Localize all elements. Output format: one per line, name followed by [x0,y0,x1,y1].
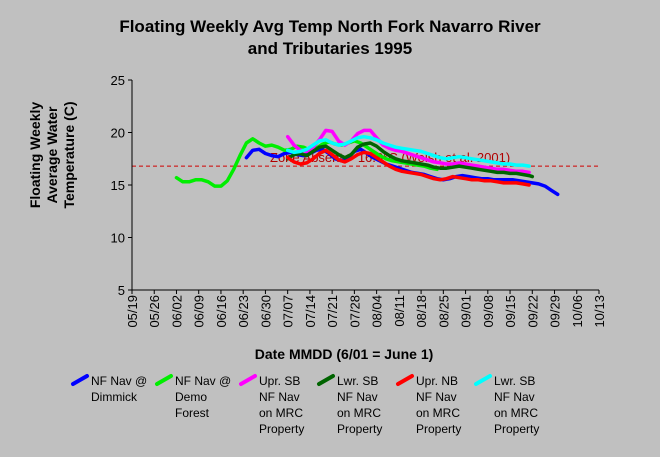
legend-swatch-2 [155,374,173,386]
legend-label-5: Property [416,422,461,436]
y-tick-label: 15 [111,178,125,193]
legend-label-5: NF Nav [416,390,457,404]
x-tick-label: 08/25 [436,295,451,328]
legend-label-6: on MRC [494,406,538,420]
x-tick-label: 09/01 [459,295,474,328]
x-tick-label: 08/11 [392,295,407,327]
x-tick-label: 05/26 [147,295,162,328]
legend-swatch-1 [71,374,89,386]
x-tick-label: 07/14 [303,295,318,328]
legend-swatch-3 [239,374,257,386]
x-tick-label: 06/09 [192,295,207,328]
chart-subtitle: and Tributaries 1995 [248,39,412,58]
legend-label-6: NF Nav [494,390,535,404]
x-tick-label: 06/23 [236,295,251,328]
series-line-4 [285,141,535,179]
legend-label-5: Upr. NB [416,374,458,388]
x-tick-label: 09/29 [548,295,563,328]
legend-label-3: NF Nav [259,390,300,404]
x-tick-label: 07/07 [281,295,296,328]
legend-label-5: on MRC [416,406,460,420]
x-tick-label: 07/28 [347,295,362,328]
x-tick-label: 10/06 [570,295,585,328]
x-tick-label: 09/15 [503,295,518,328]
y-axis-label-line-1: Floating Weekly [27,102,43,209]
y-tick-label: 10 [111,231,125,246]
x-tick-label: 10/13 [592,295,607,328]
legend-label-4: Property [337,422,382,436]
legend-label-3: Upr. SB [259,374,300,388]
x-tick-label: 09/08 [481,295,496,328]
legend-label-2: Forest [175,406,210,420]
x-tick-label: 06/02 [170,295,185,328]
x-tick-label: 06/16 [214,295,229,328]
legend-swatch-6 [474,374,492,386]
legend-label-3: on MRC [259,406,303,420]
series-line-3 [285,128,531,175]
y-axis-label-line-3: Temperature (C) [61,101,77,208]
x-axis-label: Date MMDD (6/01 = June 1) [255,346,434,362]
legend-label-6: Property [494,422,539,436]
chart-title: Floating Weekly Avg Temp North Fork Nava… [119,17,541,36]
series-line-6 [285,134,531,168]
x-tick-label: 09/22 [525,295,540,328]
legend-swatch-5 [396,374,414,386]
x-tick-label: 07/21 [325,295,340,328]
legend-label-2: NF Nav @ [175,374,231,388]
legend-label-1: Dimmick [91,390,138,404]
legend-label-2: Demo [175,390,207,404]
legend-label-1: NF Nav @ [91,374,147,388]
x-tick-label: 05/19 [125,295,140,328]
x-tick-label: 06/30 [258,295,273,328]
legend-label-6: Lwr. SB [494,374,535,388]
x-tick-label: 08/18 [414,295,429,328]
y-axis-label-line-2: Average Water [44,106,60,204]
series-line-5 [285,148,531,187]
y-tick-label: 20 [111,126,125,141]
legend-label-4: on MRC [337,406,381,420]
legend-label-4: Lwr. SB [337,374,378,388]
y-tick-label: 5 [118,283,125,298]
legend-label-3: Property [259,422,304,436]
legend-swatch-4 [317,374,335,386]
x-tick-label: 08/04 [370,295,385,328]
y-tick-label: 25 [111,73,125,88]
legend-label-4: NF Nav [337,390,378,404]
